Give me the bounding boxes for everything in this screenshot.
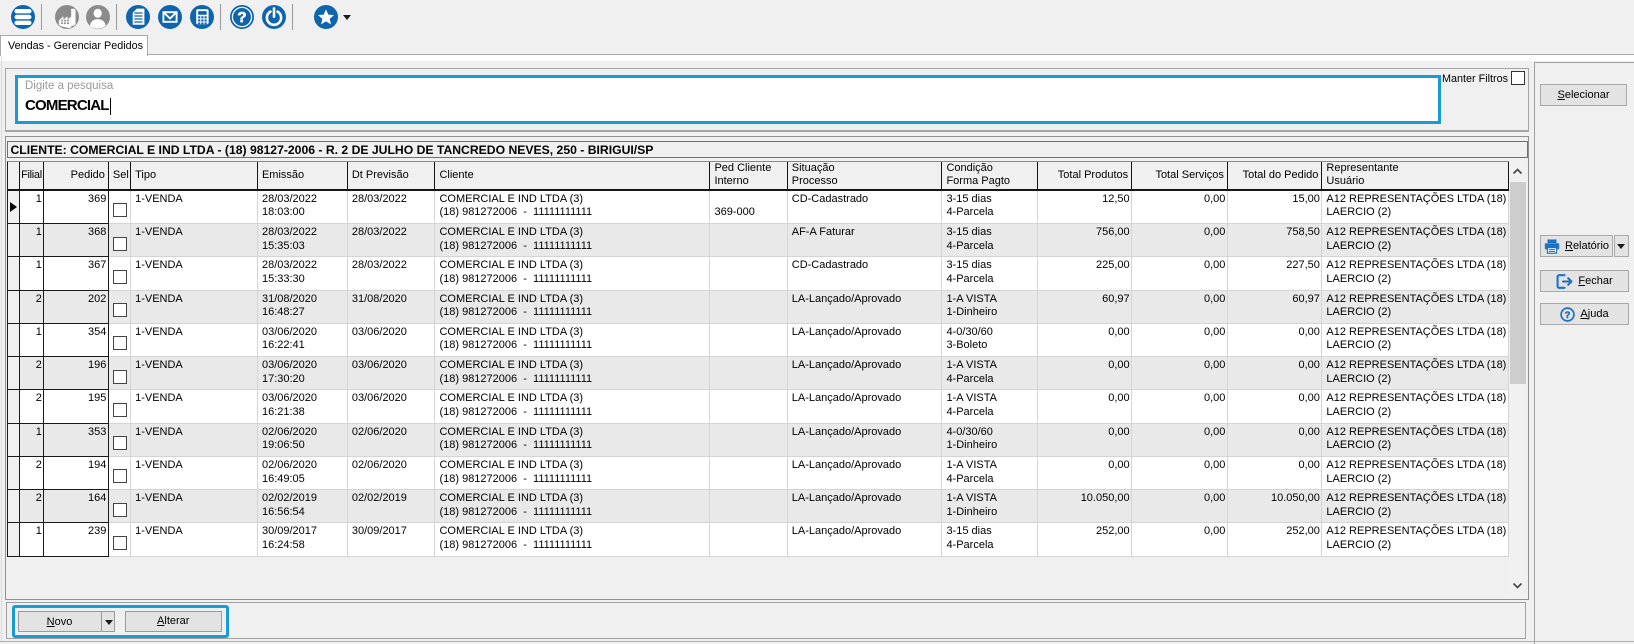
svg-text:?: ?: [1565, 310, 1571, 321]
svg-text:?: ?: [237, 9, 246, 26]
